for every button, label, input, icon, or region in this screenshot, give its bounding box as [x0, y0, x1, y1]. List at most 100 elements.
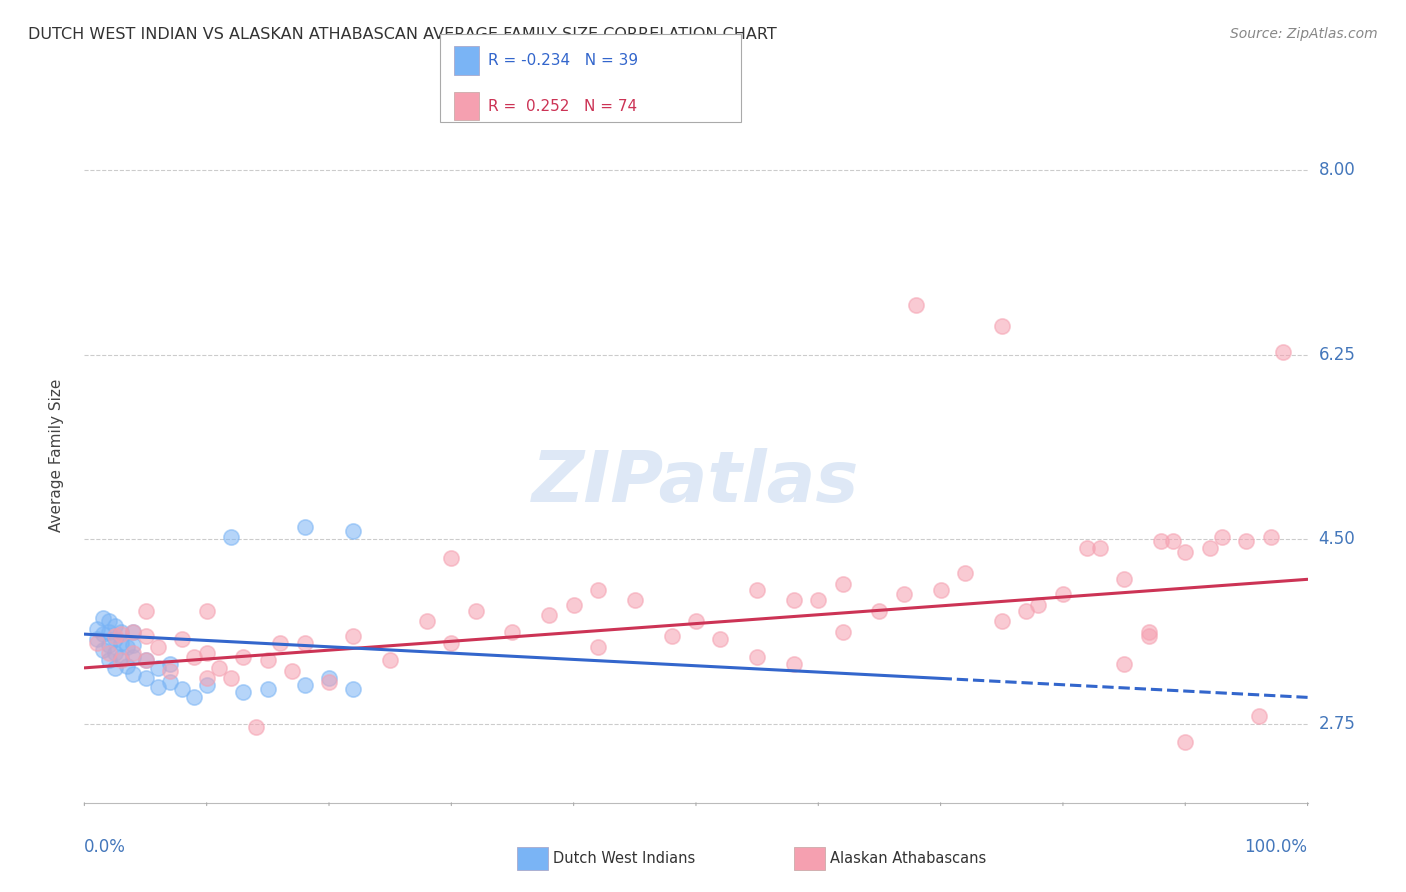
Point — [294, 635, 316, 649]
Point — [135, 672, 157, 686]
Point — [831, 625, 853, 640]
Point — [294, 519, 316, 533]
Point — [1161, 534, 1184, 549]
Point — [990, 319, 1012, 334]
Point — [104, 646, 127, 660]
Point — [661, 629, 683, 643]
Point — [807, 593, 830, 607]
Point — [281, 664, 304, 678]
Point — [86, 635, 108, 649]
Point — [1174, 734, 1197, 748]
Point — [562, 598, 585, 612]
Point — [195, 678, 218, 692]
Point — [172, 681, 194, 696]
Point — [122, 646, 145, 660]
Point — [135, 629, 157, 643]
Point — [747, 650, 769, 665]
Point — [195, 604, 218, 618]
Point — [1052, 587, 1074, 601]
Point — [380, 653, 402, 667]
Point — [110, 635, 132, 649]
Point — [342, 524, 364, 538]
Y-axis label: Average Family Size: Average Family Size — [49, 378, 63, 532]
Point — [1198, 541, 1220, 555]
Point — [831, 576, 853, 591]
Point — [257, 681, 280, 696]
Point — [195, 672, 218, 686]
Point — [869, 604, 891, 618]
Point — [245, 720, 267, 734]
Point — [1247, 709, 1270, 723]
Point — [905, 298, 928, 312]
Text: Alaskan Athabascans: Alaskan Athabascans — [830, 851, 986, 865]
Point — [783, 593, 806, 607]
Point — [122, 625, 145, 640]
Point — [183, 650, 205, 665]
Point — [929, 582, 952, 597]
Point — [1114, 657, 1136, 671]
Point — [318, 672, 340, 686]
Text: 6.25: 6.25 — [1319, 346, 1355, 364]
Point — [342, 629, 364, 643]
Point — [232, 685, 254, 699]
Point — [115, 658, 138, 673]
Text: Source: ZipAtlas.com: Source: ZipAtlas.com — [1230, 27, 1378, 41]
Point — [416, 615, 439, 629]
Point — [440, 635, 463, 649]
Point — [1272, 344, 1295, 359]
Point — [269, 635, 291, 649]
Point — [1234, 534, 1257, 549]
Point — [110, 627, 132, 641]
Point — [624, 593, 647, 607]
Point — [135, 653, 157, 667]
Point — [104, 661, 127, 675]
Point — [146, 661, 169, 675]
Point — [115, 640, 138, 654]
Point — [91, 643, 114, 657]
Point — [257, 653, 280, 667]
Point — [1137, 625, 1160, 640]
Point — [86, 622, 108, 636]
Point — [1028, 598, 1050, 612]
Text: ZIPatlas: ZIPatlas — [533, 449, 859, 517]
Point — [501, 625, 523, 640]
Point — [104, 618, 127, 632]
Point — [122, 625, 145, 640]
Point — [135, 604, 157, 618]
Point — [538, 608, 561, 623]
Point — [172, 632, 194, 647]
Point — [440, 551, 463, 566]
Point — [232, 650, 254, 665]
Text: R =  0.252   N = 74: R = 0.252 N = 74 — [488, 99, 637, 113]
Point — [122, 638, 145, 652]
Point — [1150, 534, 1173, 549]
Point — [685, 615, 707, 629]
Point — [586, 640, 609, 654]
Point — [110, 650, 132, 665]
Point — [783, 657, 806, 671]
Point — [709, 632, 731, 647]
Point — [104, 632, 127, 647]
Text: 8.00: 8.00 — [1319, 161, 1355, 179]
Point — [1076, 541, 1098, 555]
Point — [91, 611, 114, 625]
Point — [86, 632, 108, 647]
Text: 0.0%: 0.0% — [84, 838, 127, 855]
Point — [110, 653, 132, 667]
Point — [146, 680, 169, 694]
Point — [195, 646, 218, 660]
Point — [953, 566, 976, 580]
Point — [294, 678, 316, 692]
Point — [97, 653, 120, 667]
Text: R = -0.234   N = 39: R = -0.234 N = 39 — [488, 54, 638, 68]
Point — [122, 650, 145, 665]
Point — [1088, 541, 1111, 555]
Point — [747, 582, 769, 597]
Point — [97, 646, 120, 660]
Point — [464, 604, 486, 618]
Point — [990, 615, 1012, 629]
Point — [104, 629, 127, 643]
Point — [1174, 545, 1197, 559]
Point — [122, 667, 145, 681]
Point — [1114, 572, 1136, 586]
